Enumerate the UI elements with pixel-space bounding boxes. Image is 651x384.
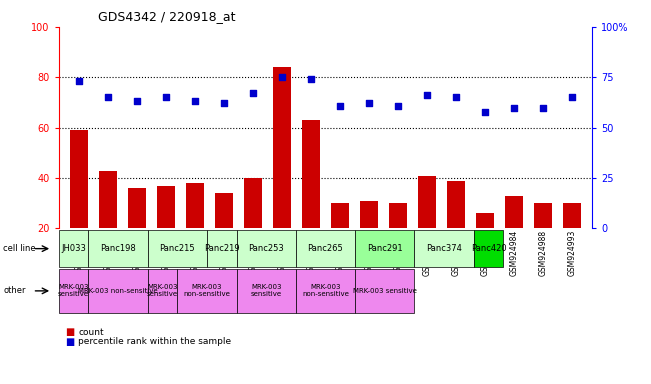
Text: Panc291: Panc291 (367, 244, 402, 253)
Text: MRK-003
sensitive: MRK-003 sensitive (58, 285, 89, 297)
Bar (505, 196, 523, 279)
Point (74, 78, 84, 84)
Text: Panc374: Panc374 (426, 244, 462, 253)
Point (364, 101, 374, 107)
Bar (419, 175, 436, 279)
Text: percentile rank within the sample: percentile rank within the sample (78, 337, 231, 346)
Point (538, 104, 548, 111)
Point (248, 90, 258, 96)
Text: MRK-003 non-sensitive: MRK-003 non-sensitive (78, 288, 158, 294)
Point (277, 74, 287, 80)
Bar (534, 203, 552, 279)
Point (451, 94, 462, 101)
Text: Panc253: Panc253 (248, 244, 284, 253)
Bar (563, 203, 581, 279)
Bar (70, 130, 88, 279)
Point (132, 98, 142, 104)
Text: Panc420: Panc420 (471, 244, 506, 253)
Bar (302, 120, 320, 279)
Point (567, 94, 577, 101)
Point (509, 104, 519, 111)
Text: other: other (3, 286, 26, 295)
Bar (331, 203, 349, 279)
Point (219, 101, 229, 107)
Text: MRK-003
sensitive: MRK-003 sensitive (251, 285, 282, 297)
Bar (99, 170, 117, 279)
Bar (215, 193, 232, 279)
Text: MRK-003 sensitive: MRK-003 sensitive (353, 288, 417, 294)
Text: cell line: cell line (3, 244, 36, 253)
Text: Panc265: Panc265 (308, 244, 343, 253)
Bar (447, 180, 465, 279)
Text: Panc198: Panc198 (100, 244, 136, 253)
Point (480, 109, 490, 115)
Text: JH033: JH033 (61, 244, 86, 253)
Text: MRK-003
sensitive: MRK-003 sensitive (147, 285, 178, 297)
Bar (158, 185, 174, 279)
Text: MRK-003
non-sensitive: MRK-003 non-sensitive (302, 285, 349, 297)
Bar (389, 203, 407, 279)
Bar (360, 201, 378, 279)
Point (161, 94, 171, 101)
Point (393, 103, 403, 109)
Text: MRK-003
non-sensitive: MRK-003 non-sensitive (184, 285, 230, 297)
Text: GDS4342 / 220918_at: GDS4342 / 220918_at (98, 10, 235, 23)
Point (422, 92, 432, 98)
Text: count: count (78, 328, 104, 337)
Bar (273, 67, 291, 279)
Point (103, 94, 113, 101)
Bar (477, 214, 493, 279)
Text: ■: ■ (65, 327, 74, 337)
Bar (128, 188, 146, 279)
Point (306, 76, 316, 83)
Text: ■: ■ (65, 337, 74, 347)
Bar (186, 183, 204, 279)
Text: Panc215: Panc215 (159, 244, 195, 253)
Point (189, 98, 200, 104)
Bar (244, 178, 262, 279)
Point (335, 103, 345, 109)
Text: Panc219: Panc219 (204, 244, 240, 253)
